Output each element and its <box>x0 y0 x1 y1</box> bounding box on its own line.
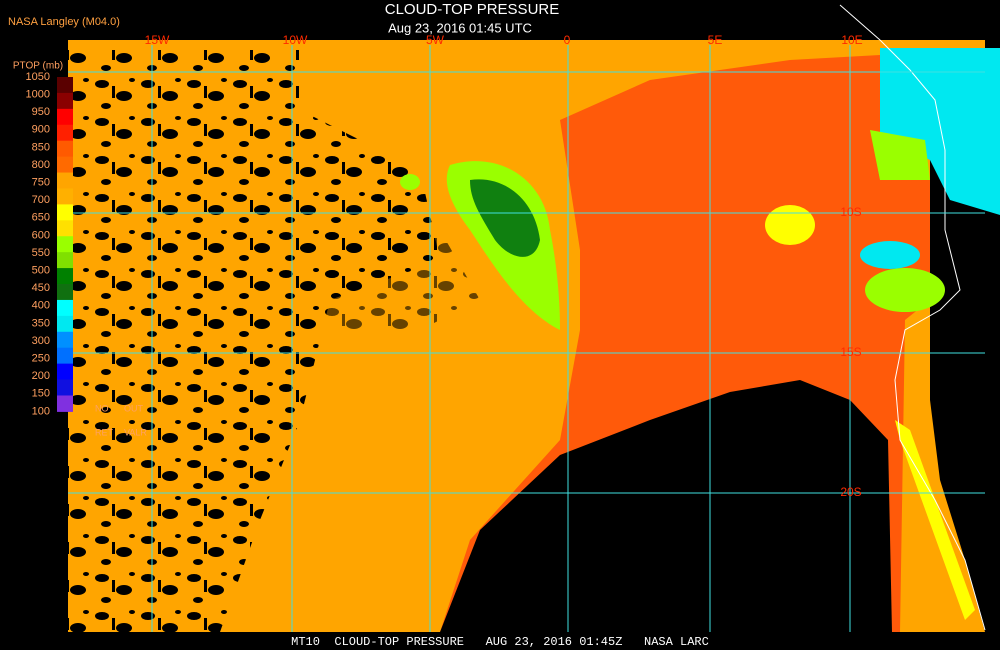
legend-tick-label: 650 <box>32 212 50 224</box>
satellite-image <box>68 4 1000 632</box>
color-swatch <box>57 315 73 333</box>
color-swatch <box>57 124 73 142</box>
color-swatch <box>57 140 73 158</box>
lat-label: 20S <box>840 485 861 499</box>
color-swatch <box>57 156 73 174</box>
legend-tick-label: 350 <box>32 317 50 329</box>
legend-tick-label: 150 <box>32 388 50 400</box>
legend-tick-label: 900 <box>32 124 50 136</box>
legend-tick-label: 450 <box>32 282 50 294</box>
legend-title: PTOP (mb) <box>13 61 63 72</box>
legend-note: OUT <box>124 403 144 413</box>
color-swatch <box>57 331 73 349</box>
subtitle: Aug 23, 2016 01:45 UTC <box>388 20 532 35</box>
color-swatch <box>57 77 73 94</box>
color-swatch <box>57 299 73 317</box>
color-swatch <box>57 108 73 126</box>
legend-note: NO <box>95 403 109 413</box>
color-swatch <box>57 92 73 110</box>
color-swatch <box>57 188 73 205</box>
color-swatch <box>57 268 73 285</box>
legend-tick-label: 200 <box>32 370 50 382</box>
color-swatch <box>57 379 73 396</box>
color-swatch <box>57 172 73 189</box>
color-swatch <box>57 395 73 412</box>
color-swatch <box>57 236 73 253</box>
source-label: NASA Langley (M04.0) <box>8 16 120 28</box>
legend-tick-label: 700 <box>32 194 50 206</box>
footer: MT10 CLOUD-TOP PRESSURE AUG 23, 2016 01:… <box>291 635 709 649</box>
legend-tick-label: 800 <box>32 159 50 171</box>
legend-tick-label: 400 <box>32 300 50 312</box>
lon-label: 10W <box>283 33 308 47</box>
lon-label: 0 <box>564 33 571 47</box>
legend-tick-label: 850 <box>32 141 50 153</box>
lat-label: 15S <box>840 345 861 359</box>
lat-label: 10S <box>840 205 861 219</box>
lon-label: 5W <box>426 33 445 47</box>
legend-tick-label: 100 <box>32 405 50 417</box>
color-swatch <box>57 347 73 365</box>
legend-tick-label: 600 <box>32 229 50 241</box>
color-swatch <box>57 204 73 221</box>
color-swatch <box>57 284 73 301</box>
legend-tick-label: 1000 <box>26 89 50 101</box>
color-swatch <box>57 363 73 381</box>
lon-label: 5E <box>708 33 723 47</box>
lat-labels: 10S 15S 20S <box>840 205 861 499</box>
legend-tick-label: 250 <box>32 353 50 365</box>
legend-tick-label: 1050 <box>26 71 50 83</box>
legend-note: RET <box>95 427 114 437</box>
lon-label: 10E <box>841 33 862 47</box>
lon-labels: 15W 10W 5W 0 5E 10E <box>145 33 863 47</box>
lon-label: 15W <box>145 33 170 47</box>
legend-tick-label: 500 <box>32 265 50 277</box>
legend-tick-label: 550 <box>32 247 50 259</box>
legend: 1050 1000 950 900 850 800 750 700 650 600 550 500 45… <box>26 71 148 437</box>
legend-tick-label: 750 <box>32 177 50 189</box>
color-swatch <box>57 252 73 269</box>
legend-note: VALR <box>124 427 147 437</box>
graticule <box>68 45 985 632</box>
color-swatch <box>57 220 73 237</box>
title: CLOUD-TOP PRESSURE <box>385 1 560 18</box>
legend-tick-label: 300 <box>32 335 50 347</box>
legend-tick-label: 950 <box>32 106 50 118</box>
